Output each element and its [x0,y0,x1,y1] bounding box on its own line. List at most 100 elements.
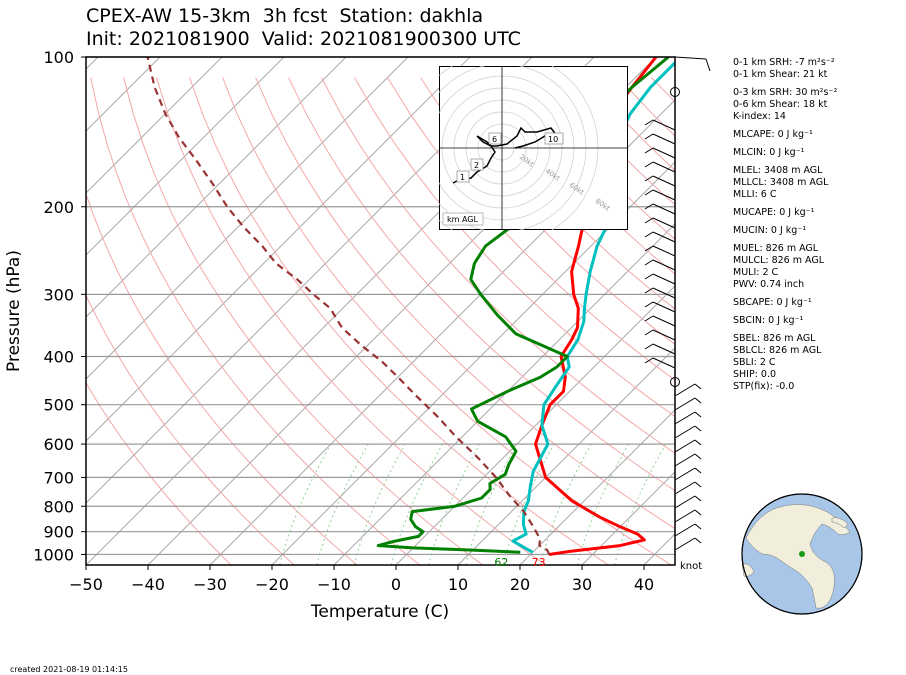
isotherm-line [271,161,675,565]
hodograph-height-box [544,132,564,145]
wind-barb [652,119,676,131]
isotherm-line [519,409,675,565]
wind-barb [652,273,676,285]
dry-adiabat-line [156,77,546,565]
wind-barb-flag [694,397,702,404]
wind-barb-flag [694,481,702,488]
hodograph-height-label: 6 [492,135,497,144]
dry-adiabat-line [321,77,675,454]
isotherm-line [86,57,347,318]
y-tick-label: 300 [43,285,74,304]
stability-index-line: SBLCL: 826 m AGL [733,345,822,356]
dry-adiabat-line [86,294,295,565]
stability-index-line: 0-1 km Shear: 21 kt [733,69,828,80]
wind-barb-flag [694,453,702,460]
dry-adiabat-line [486,77,675,275]
isotherm-line [395,285,675,565]
mixing-ratio-line [539,443,592,565]
stability-index-line: SBLI: 2 C [733,357,776,368]
wind-barb-flag [644,189,654,196]
hodograph-height-label: 10 [548,135,558,144]
wind-barb-flag [644,147,654,154]
calm-wind-circle [670,87,680,97]
mixing-ratio-line [353,443,406,565]
wind-barb [652,217,676,229]
hodograph-height-label: 2 [474,161,479,170]
wind-barb-flag [694,509,702,516]
stability-index-line: SBCAPE: 0 J kg⁻¹ [733,297,812,308]
stability-index-line: MLCIN: 0 J kg⁻¹ [733,147,805,158]
hodograph-height-label: 1 [460,173,465,182]
wind-barb [674,481,696,495]
wind-barb [674,537,696,551]
continent-africa-shape [745,504,851,609]
wind-barb-flag [644,301,654,308]
wind-barb [652,329,676,341]
wind-barb [674,411,696,425]
stability-index-line: 0-1 km SRH: -7 m²s⁻² [733,57,835,68]
x-tick-label: 20 [510,575,530,594]
wind-barb-flag [644,245,654,252]
wind-barb [652,301,676,313]
chart-title: CPEX-AW 15-3km 3h fcst Station: dakhla [86,5,484,27]
wind-barb-flag [644,329,654,336]
wind-barb [652,231,676,243]
y-tick-label: 1000 [33,545,74,564]
mixing-ratio-line [390,443,443,565]
isotherm-line [209,99,675,565]
stability-index-line: MUCAPE: 0 J kg⁻¹ [733,207,815,218]
wind-barb [674,495,696,509]
wind-barb [674,56,707,60]
stability-index-line: STP(fix): -0.0 [733,381,795,392]
wind-barb-flag [644,343,654,350]
wind-barb [674,453,696,467]
dry-adiabat-line [86,192,358,565]
x-tick-label: −30 [193,575,227,594]
barb-units-label: knot [680,561,702,572]
wind-barb-flag [694,537,702,544]
wind-barb [652,315,676,327]
wind-barb-flag [644,259,654,266]
mixing-ratio-line [279,443,332,565]
x-tick-label: −20 [255,575,289,594]
wind-barb [652,175,676,187]
wind-barb-flag [694,467,702,474]
wind-barb-flag [644,273,654,280]
y-tick-label: 500 [43,396,74,415]
wind-barb-flag [694,425,702,432]
dry-adiabat-line [222,77,672,565]
wind-barb [674,439,696,453]
stability-index-line: SHIP: 0.0 [733,369,777,380]
wind-barb [652,343,676,355]
x-tick-label: −10 [317,575,351,594]
stability-index-line: MLLCL: 3408 m AGL [733,177,829,188]
wind-barb [674,383,696,397]
chart-subtitle: Init: 2021081900 Valid: 2021081900300 UT… [86,28,521,50]
wind-barb-flag [694,411,702,418]
mixing-ratio-line [614,443,667,565]
dry-adiabat-line [123,77,484,565]
calm-wind-circle [670,377,680,387]
wind-barb-flag [694,383,702,390]
stability-index-line: K-index: 14 [733,111,786,122]
isotherm-line [86,57,285,256]
isotherm-line [86,57,223,194]
y-tick-label: 700 [43,468,74,487]
continent-europe-shape [831,517,849,529]
wind-barb [674,509,696,523]
y-tick-label: 900 [43,523,74,542]
x-tick-label: 0 [391,575,401,594]
stability-index-line: MULI: 2 C [733,267,779,278]
wind-barb [652,133,676,145]
y-axis-label: Pressure (hPa) [4,250,24,372]
dry-adiabat-line [90,77,421,565]
isotherm-line [581,471,675,565]
y-tick-label: 200 [43,198,74,217]
wind-barb-flag [644,133,654,140]
wind-barb [652,203,676,215]
station-location-marker [799,551,805,557]
stability-index-line: PWV: 0.74 inch [733,279,805,290]
wind-barb-flag [644,217,654,224]
stability-index-line: MLEL: 3408 m AGL [733,165,823,176]
wind-barb-flag [644,287,654,294]
